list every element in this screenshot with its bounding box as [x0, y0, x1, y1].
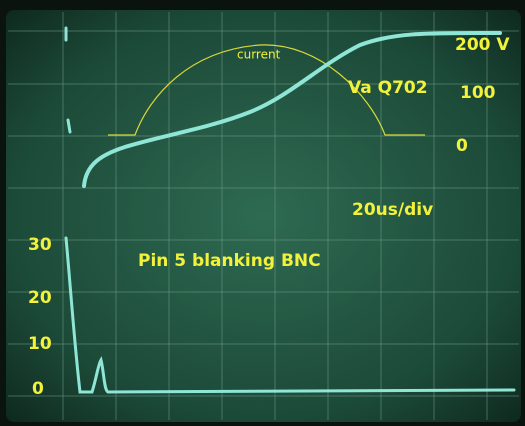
- upper-trace: [82, 30, 502, 188]
- scale-label: 200 V: [455, 35, 510, 55]
- current-label: current: [237, 48, 281, 62]
- timebase-label: 20us/div: [352, 200, 433, 220]
- current-trace: [108, 44, 425, 136]
- scale-label: 10: [28, 334, 52, 354]
- screen: [6, 10, 521, 422]
- scale-label: 30: [28, 235, 52, 255]
- graticule: [8, 12, 519, 420]
- trace-label: Va Q702: [348, 78, 428, 98]
- scale-label: 20: [28, 288, 52, 308]
- lower-trace: [64, 26, 516, 394]
- scale-label: 100: [460, 83, 496, 103]
- scale-label: 0: [456, 136, 468, 156]
- trace-label: Pin 5 blanking BNC: [138, 251, 321, 271]
- scale-label: 0: [32, 379, 44, 399]
